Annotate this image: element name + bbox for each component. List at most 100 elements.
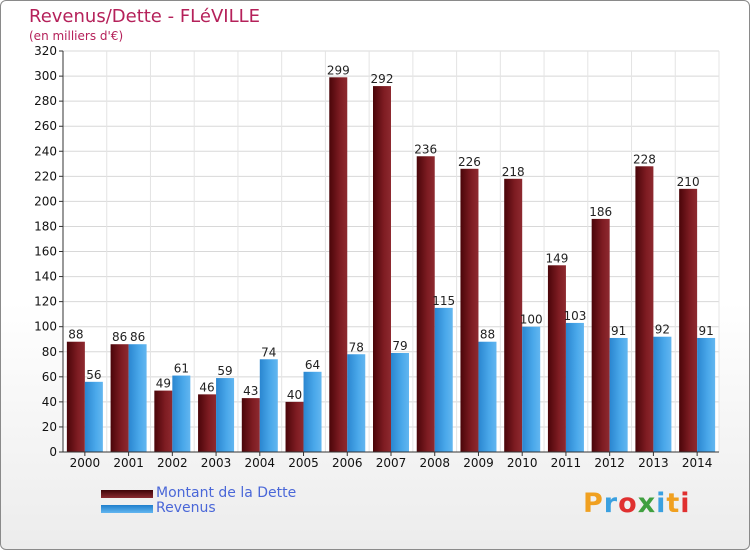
y-tick-label: 80 <box>42 345 57 359</box>
y-tick-label: 100 <box>34 320 57 334</box>
legend-label-revenue: Revenus <box>156 500 216 516</box>
y-tick-label: 20 <box>42 420 57 434</box>
bar-revenue <box>697 337 716 452</box>
value-label-debt: 226 <box>458 155 481 169</box>
y-tick-label: 180 <box>34 219 57 233</box>
logo-letter: i <box>656 488 667 519</box>
legend-swatch-debt <box>101 490 153 498</box>
y-tick-label: 60 <box>42 370 57 384</box>
bar-debt <box>460 168 479 452</box>
x-tick-label: 2010 <box>507 456 538 470</box>
value-label-debt: 86 <box>112 330 127 344</box>
x-tick-label: 2003 <box>201 456 232 470</box>
value-label-revenue: 61 <box>174 362 189 376</box>
y-tick-label: 0 <box>49 445 57 459</box>
bar-debt <box>679 188 698 452</box>
value-label-revenue: 103 <box>563 309 586 323</box>
value-label-revenue: 91 <box>698 324 713 338</box>
logo-letter: t <box>666 488 681 519</box>
y-tick-label: 40 <box>42 395 57 409</box>
value-label-debt: 236 <box>414 142 437 156</box>
value-label-revenue: 86 <box>130 330 145 344</box>
logo-letter: r <box>603 488 619 519</box>
y-tick-label: 220 <box>34 169 57 183</box>
x-tick-label: 2008 <box>419 456 450 470</box>
value-label-revenue: 115 <box>432 294 455 308</box>
x-tick-label: 2004 <box>245 456 276 470</box>
y-tick-label: 120 <box>34 295 57 309</box>
value-label-revenue: 100 <box>520 313 543 327</box>
legend-label-debt: Montant de la Dette <box>156 485 297 501</box>
logo-letter: P <box>583 488 604 519</box>
y-tick-label: 300 <box>34 69 57 83</box>
x-tick-label: 2013 <box>638 456 669 470</box>
bar-debt <box>504 178 523 452</box>
value-label-revenue: 78 <box>349 340 364 354</box>
value-label-revenue: 64 <box>305 358 320 372</box>
axes: 0 20 40 60 80 100 120 140 160 180 200 220 240 260 280 3… <box>34 44 719 470</box>
proxiti-logo: Proxiti <box>583 488 691 519</box>
value-label-debt: 186 <box>589 205 612 219</box>
y-tick-label: 140 <box>34 270 57 284</box>
x-tick-label: 2011 <box>551 456 582 470</box>
bar-debt <box>241 398 260 452</box>
bar-revenue <box>391 353 409 452</box>
logo-letter: o <box>618 488 638 519</box>
y-tick-label: 160 <box>34 245 57 259</box>
bar-debt <box>154 390 173 452</box>
x-tick-label: 2009 <box>463 456 494 470</box>
value-label-debt: 299 <box>327 63 350 77</box>
chart-title: Revenus/Dette - FLéVILLE <box>29 6 261 27</box>
value-label-debt: 218 <box>502 165 525 179</box>
bar-revenue <box>84 381 103 452</box>
chart-subtitle: (en milliers d'€) <box>29 29 124 43</box>
y-tick-label: 200 <box>34 194 57 208</box>
value-label-debt: 149 <box>545 251 568 265</box>
bar-debt <box>635 166 654 452</box>
bar-revenue <box>565 322 584 452</box>
value-label-revenue: 79 <box>392 339 407 353</box>
x-tick-label: 2000 <box>70 456 101 470</box>
x-tick-label: 2005 <box>288 456 319 470</box>
x-tick-label: 2007 <box>376 456 407 470</box>
y-tick-label: 240 <box>34 144 57 158</box>
value-label-debt: 292 <box>371 72 394 86</box>
bar-revenue <box>478 341 497 452</box>
bar-revenue <box>347 354 366 452</box>
value-label-debt: 228 <box>633 152 656 166</box>
y-tick-label: 320 <box>34 44 57 58</box>
value-label-debt: 210 <box>677 175 700 189</box>
value-label-revenue: 88 <box>480 328 495 342</box>
bar-debt <box>373 86 391 453</box>
bar-debt <box>416 156 435 452</box>
value-label-debt: 46 <box>199 380 214 394</box>
value-label-revenue: 92 <box>655 323 670 337</box>
value-label-revenue: 56 <box>86 368 101 382</box>
value-label-debt: 43 <box>243 384 258 398</box>
bar-revenue <box>128 344 147 452</box>
value-label-debt: 49 <box>156 377 171 391</box>
legend-swatch-revenue <box>101 505 153 513</box>
bar-debt <box>591 218 610 452</box>
bar-debt <box>66 341 85 452</box>
bar-debt <box>110 344 129 452</box>
value-label-debt: 88 <box>68 328 83 342</box>
bar-debt <box>547 265 566 452</box>
x-tick-label: 2001 <box>113 456 144 470</box>
bar-revenue <box>653 336 672 452</box>
y-tick-label: 260 <box>34 119 57 133</box>
bar-revenue <box>259 359 278 452</box>
bar-revenue <box>434 307 453 452</box>
x-tick-label: 2002 <box>157 456 188 470</box>
bar-revenue <box>172 375 191 452</box>
logo-letter: i <box>680 488 691 519</box>
bar-revenue <box>522 326 541 452</box>
x-tick-label: 2006 <box>332 456 363 470</box>
logo-letter: x <box>637 488 657 519</box>
y-tick-label: 280 <box>34 94 57 108</box>
bar-revenue <box>216 378 235 452</box>
value-label-revenue: 74 <box>261 345 276 359</box>
